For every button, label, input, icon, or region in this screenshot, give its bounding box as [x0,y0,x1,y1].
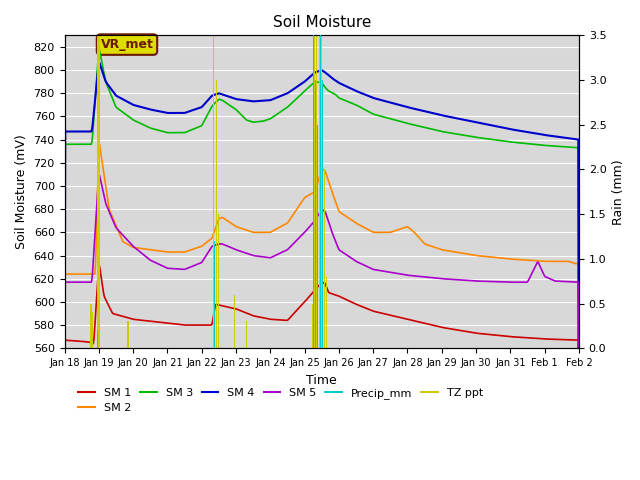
Title: Soil Moisture: Soil Moisture [273,15,371,30]
X-axis label: Time: Time [307,373,337,386]
Y-axis label: Soil Moisture (mV): Soil Moisture (mV) [15,134,28,249]
Y-axis label: Rain (mm): Rain (mm) [612,159,625,225]
Legend: SM 1, SM 2, SM 3, SM 4, SM 5, Precip_mm, TZ ppt: SM 1, SM 2, SM 3, SM 4, SM 5, Precip_mm,… [74,384,488,418]
Text: VR_met: VR_met [100,38,154,51]
